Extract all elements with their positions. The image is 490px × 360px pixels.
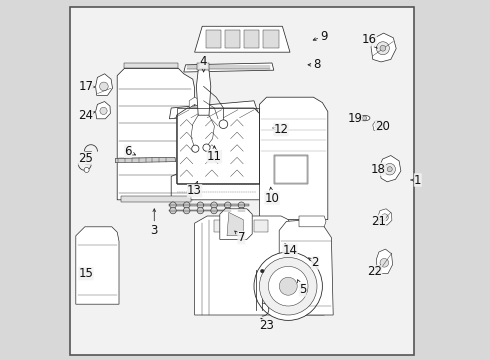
Text: 8: 8	[308, 58, 320, 71]
Polygon shape	[176, 108, 259, 184]
Polygon shape	[220, 209, 252, 239]
Circle shape	[380, 258, 389, 267]
Text: 17: 17	[78, 80, 95, 93]
Bar	[244, 30, 260, 48]
Bar	[274, 155, 308, 184]
Text: 15: 15	[78, 267, 93, 280]
Circle shape	[197, 202, 204, 208]
Circle shape	[170, 202, 176, 208]
Text: 4: 4	[200, 55, 207, 72]
Polygon shape	[279, 220, 333, 315]
Circle shape	[254, 252, 322, 320]
Polygon shape	[170, 204, 248, 206]
Circle shape	[279, 277, 297, 295]
Text: 3: 3	[150, 209, 158, 237]
Polygon shape	[196, 67, 211, 115]
Circle shape	[203, 144, 210, 151]
Ellipse shape	[359, 115, 370, 121]
Text: 6: 6	[124, 145, 136, 158]
Text: 21: 21	[371, 215, 386, 228]
Circle shape	[219, 120, 228, 129]
Circle shape	[170, 207, 176, 214]
Text: 19: 19	[347, 112, 362, 125]
Circle shape	[238, 207, 245, 214]
Polygon shape	[195, 26, 290, 52]
Text: 18: 18	[371, 163, 386, 176]
Text: 20: 20	[375, 120, 390, 132]
Polygon shape	[96, 102, 110, 119]
Text: 24: 24	[78, 109, 95, 122]
Text: 1: 1	[411, 174, 421, 186]
Bar	[275, 156, 307, 183]
Circle shape	[192, 145, 199, 152]
Polygon shape	[124, 63, 178, 68]
Circle shape	[99, 82, 108, 91]
Circle shape	[183, 207, 190, 214]
Text: 5: 5	[297, 280, 306, 296]
Text: 14: 14	[283, 243, 297, 257]
Polygon shape	[170, 101, 258, 119]
Polygon shape	[189, 148, 202, 158]
FancyBboxPatch shape	[71, 7, 414, 355]
Circle shape	[380, 45, 386, 51]
Text: 10: 10	[265, 187, 279, 204]
Polygon shape	[377, 209, 392, 225]
Polygon shape	[197, 63, 209, 70]
Polygon shape	[116, 157, 176, 163]
Circle shape	[211, 207, 217, 214]
Polygon shape	[117, 68, 195, 200]
Polygon shape	[171, 169, 261, 200]
Text: 7: 7	[235, 231, 245, 244]
Circle shape	[224, 202, 231, 208]
Polygon shape	[121, 196, 191, 202]
Bar	[225, 30, 241, 48]
Circle shape	[224, 207, 231, 214]
Bar	[206, 30, 221, 48]
Text: 12: 12	[273, 123, 289, 136]
Text: 2: 2	[309, 256, 319, 269]
Text: 22: 22	[367, 265, 382, 278]
Text: 16: 16	[362, 33, 377, 48]
Polygon shape	[96, 74, 113, 95]
Text: 23: 23	[259, 318, 274, 332]
Circle shape	[261, 269, 264, 273]
Circle shape	[387, 167, 392, 172]
Bar	[215, 220, 229, 232]
Circle shape	[269, 266, 308, 306]
Text: 13: 13	[187, 181, 202, 197]
Circle shape	[238, 202, 245, 208]
Polygon shape	[376, 249, 392, 274]
Bar	[263, 30, 278, 48]
Circle shape	[259, 257, 317, 315]
Circle shape	[197, 207, 204, 214]
Text: 11: 11	[207, 146, 222, 163]
Circle shape	[84, 167, 89, 172]
Polygon shape	[379, 156, 401, 182]
Text: 9: 9	[313, 30, 328, 42]
Circle shape	[211, 202, 217, 208]
Circle shape	[376, 42, 390, 55]
Polygon shape	[170, 210, 248, 211]
Polygon shape	[184, 63, 274, 72]
Circle shape	[381, 214, 388, 221]
Polygon shape	[195, 216, 324, 315]
Bar	[234, 220, 248, 232]
Circle shape	[384, 163, 395, 175]
Text: 25: 25	[78, 152, 93, 165]
Polygon shape	[189, 97, 202, 108]
Polygon shape	[373, 121, 383, 130]
Circle shape	[375, 123, 380, 128]
Polygon shape	[76, 227, 119, 304]
Circle shape	[183, 202, 190, 208]
Bar	[254, 220, 269, 232]
Circle shape	[363, 116, 367, 120]
Polygon shape	[227, 212, 243, 236]
Polygon shape	[371, 33, 396, 62]
Circle shape	[100, 107, 107, 114]
Polygon shape	[299, 216, 326, 227]
Polygon shape	[259, 97, 328, 220]
